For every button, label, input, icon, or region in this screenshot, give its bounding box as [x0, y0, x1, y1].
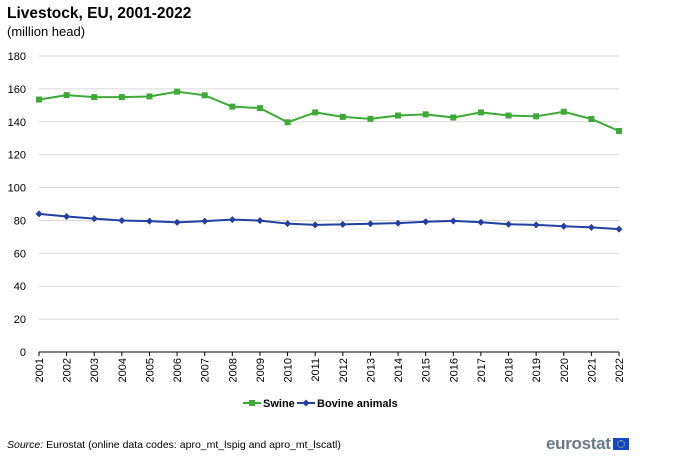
y-tick-label: 20 — [14, 314, 26, 326]
legend-marker-bovine — [302, 399, 310, 407]
data-point-swine — [256, 105, 263, 112]
x-tick-label: 2014 — [393, 358, 405, 382]
eurostat-logo: eurostat — [546, 434, 629, 454]
legend-label: Swine — [263, 398, 295, 410]
x-tick-label: 2009 — [255, 358, 267, 382]
data-point-bovine — [145, 217, 153, 225]
data-point-bovine — [256, 217, 264, 225]
data-point-bovine — [90, 215, 98, 223]
data-point-bovine — [63, 212, 71, 220]
y-tick-label: 100 — [8, 183, 26, 195]
data-point-swine — [422, 111, 429, 118]
series-line-bovine — [38, 212, 620, 231]
data-point-swine — [201, 92, 208, 99]
data-point-swine — [63, 92, 70, 99]
data-point-swine — [367, 115, 374, 122]
data-point-bovine — [311, 221, 319, 229]
data-point-bovine — [532, 221, 540, 229]
x-tick-label: 2017 — [476, 358, 488, 382]
data-point-swine — [146, 93, 153, 100]
data-point-swine — [477, 109, 484, 116]
data-point-swine — [505, 112, 512, 119]
data-point-bovine — [615, 225, 623, 233]
data-point-swine — [450, 114, 457, 121]
data-point-swine — [560, 108, 567, 115]
data-point-swine — [312, 109, 319, 116]
data-point-bovine — [449, 217, 457, 225]
x-tick-label: 2019 — [531, 358, 543, 382]
x-tick-label: 2013 — [365, 358, 377, 382]
y-tick-label: 80 — [14, 215, 26, 227]
x-tick-label: 2003 — [89, 358, 101, 382]
data-point-swine — [174, 88, 181, 95]
data-point-bovine — [505, 220, 513, 228]
y-tick-label: 160 — [8, 84, 26, 96]
y-tick-label: 0 — [20, 347, 26, 359]
x-tick-label: 2005 — [144, 358, 156, 382]
series-line-swine — [38, 90, 620, 132]
x-tick-label: 2022 — [614, 358, 626, 382]
x-tick-label: 2015 — [421, 358, 433, 382]
data-point-swine — [284, 119, 291, 126]
x-tick-label: 2011 — [310, 358, 322, 382]
x-tick-label: 2016 — [448, 358, 460, 382]
data-point-swine — [395, 112, 402, 119]
x-tick-label: 2010 — [283, 358, 295, 382]
data-point-bovine — [201, 217, 209, 225]
data-point-bovine — [422, 218, 430, 226]
logo-text: eurostat — [546, 434, 611, 453]
x-tick-label: 2012 — [338, 358, 350, 382]
data-point-bovine — [587, 223, 595, 231]
data-point-swine — [533, 113, 540, 120]
data-point-bovine — [118, 216, 126, 224]
x-tick-label: 2002 — [62, 358, 74, 382]
data-point-swine — [229, 103, 236, 110]
data-point-bovine — [560, 222, 568, 230]
x-tick-label: 2021 — [586, 358, 598, 382]
x-tick-label: 2007 — [200, 358, 212, 382]
data-point-bovine — [35, 210, 43, 218]
data-point-bovine — [228, 216, 236, 224]
legend-marker-swine — [249, 400, 255, 406]
data-point-bovine — [394, 219, 402, 227]
x-tick-label: 2020 — [559, 358, 571, 382]
data-point-swine — [118, 94, 125, 101]
data-point-bovine — [339, 220, 347, 228]
source-text: Eurostat (online data codes: apro_mt_lsp… — [43, 439, 341, 451]
x-tick-label: 2008 — [227, 358, 239, 382]
y-tick-label: 40 — [14, 281, 26, 293]
data-point-bovine — [366, 220, 374, 228]
eu-flag-icon — [612, 438, 629, 450]
data-point-swine — [36, 96, 42, 103]
chart-subtitle: (million head) — [7, 24, 86, 39]
source-note: Source: Eurostat (online data codes: apr… — [7, 439, 341, 451]
y-tick-label: 120 — [8, 150, 26, 162]
data-point-swine — [588, 115, 595, 122]
y-tick-label: 60 — [14, 248, 26, 260]
data-point-swine — [339, 113, 346, 120]
data-point-bovine — [173, 218, 181, 226]
source-label: Source: — [7, 439, 44, 451]
x-tick-label: 2018 — [504, 358, 516, 382]
data-point-bovine — [284, 220, 292, 228]
legend-label: Bovine animals — [317, 398, 398, 410]
chart-title: Livestock, EU, 2001-2022 — [7, 5, 192, 22]
y-tick-label: 180 — [8, 51, 26, 63]
x-tick-label: 2001 — [34, 358, 46, 382]
x-tick-label: 2006 — [172, 358, 184, 382]
data-point-swine — [91, 94, 98, 101]
data-point-bovine — [477, 218, 485, 226]
y-tick-label: 140 — [8, 117, 26, 129]
data-point-swine — [616, 127, 622, 134]
x-tick-label: 2004 — [117, 358, 129, 382]
